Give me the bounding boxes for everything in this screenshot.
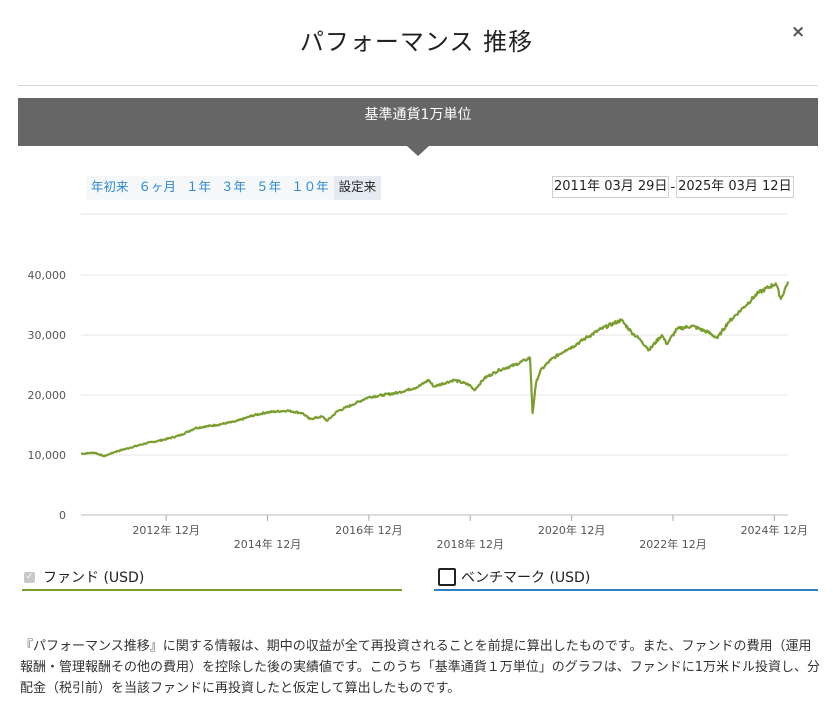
range-ytd-button[interactable]: 年初来 <box>86 176 134 200</box>
modal-title: パフォーマンス 推移 <box>299 28 534 56</box>
close-icon[interactable]: × <box>791 22 806 42</box>
gridlines <box>81 213 788 456</box>
date-range: 2011年 03月 29日 - 2025年 03月 12日 <box>552 176 794 198</box>
end-date-input[interactable]: 2025年 03月 12日 <box>676 176 794 198</box>
legend-fund-label: ファンド (USD) <box>43 570 145 586</box>
range-inception-button[interactable]: 設定来 <box>333 176 382 200</box>
chart-banner: 基準通貨1万単位 <box>18 98 818 146</box>
legend-fund[interactable]: ✓ ファンド (USD) <box>22 565 402 591</box>
x-axis-labels: 2012年 12月 2014年 12月 2016年 12月 2018年 12月 2020… <box>132 515 808 551</box>
x-tick-label: 2016年 12月 <box>335 523 403 537</box>
x-tick-label: 2012年 12月 <box>132 523 200 537</box>
y-tick-label: 40,000 <box>28 269 67 282</box>
legend-benchmark-label: ベンチマーク (USD) <box>461 570 591 586</box>
start-date-input[interactable]: 2011年 03月 29日 <box>552 176 670 198</box>
y-tick-label: 0 <box>59 509 66 522</box>
x-tick-label: 2014年 12月 <box>234 537 302 551</box>
banner-arrow-icon <box>407 146 429 156</box>
legend-benchmark[interactable]: ベンチマーク (USD) <box>434 565 818 591</box>
range-1y-button[interactable]: １年 <box>181 176 217 200</box>
range-selector: 年初来 ６ヶ月 １年 ３年 ５年 １０年 設定来 <box>86 176 382 200</box>
x-tick-label: 2024年 12月 <box>741 523 809 537</box>
range-3y-button[interactable]: ３年 <box>216 176 252 200</box>
benchmark-checkbox[interactable] <box>438 568 456 586</box>
x-tick-label: 2022年 12月 <box>639 537 707 551</box>
y-tick-label: 10,000 <box>28 449 67 462</box>
range-5y-button[interactable]: ５年 <box>251 176 287 200</box>
range-10y-button[interactable]: １０年 <box>286 176 334 200</box>
performance-chart: 0 10,000 20,000 30,000 40,000 2012年 12月 2014年… <box>28 213 808 551</box>
fund-series-line <box>80 281 790 458</box>
y-tick-label: 30,000 <box>28 329 67 342</box>
x-tick-label: 2018年 12月 <box>436 537 504 551</box>
y-axis-labels: 0 10,000 20,000 30,000 40,000 <box>28 269 67 522</box>
fund-checkbox-icon[interactable]: ✓ <box>24 571 35 583</box>
x-tick-label: 2020年 12月 <box>538 523 606 537</box>
disclaimer-note: 『パフォーマンス推移』に関する情報は、期中の収益が全て再投資されることを前提に算… <box>20 639 820 696</box>
y-tick-label: 20,000 <box>28 389 67 402</box>
date-separator: - <box>670 179 676 195</box>
range-6m-button[interactable]: ６ヶ月 <box>133 176 182 200</box>
title-divider <box>18 85 818 86</box>
